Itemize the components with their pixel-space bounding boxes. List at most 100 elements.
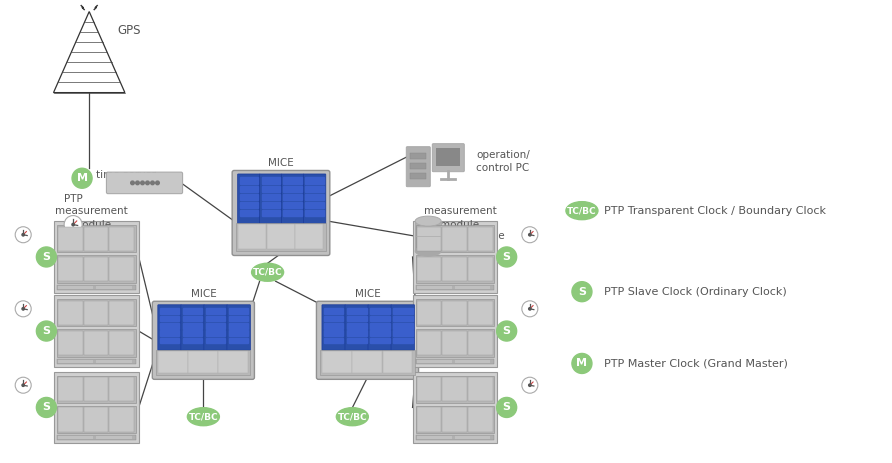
Bar [57, 406, 136, 433]
Circle shape [572, 353, 592, 374]
Bar [219, 350, 248, 373]
Bar [442, 377, 467, 401]
Bar [412, 371, 498, 444]
Bar [109, 257, 134, 281]
Text: M: M [77, 173, 87, 183]
Circle shape [15, 377, 31, 393]
Bar [183, 338, 202, 344]
Bar [229, 331, 249, 336]
Bar [109, 226, 134, 251]
Bar [324, 338, 343, 344]
Bar [455, 286, 491, 289]
Bar [416, 225, 494, 252]
FancyBboxPatch shape [181, 305, 204, 350]
Text: measurement: measurement [55, 206, 128, 216]
FancyBboxPatch shape [368, 305, 392, 350]
Bar [84, 226, 109, 251]
Bar [160, 331, 179, 336]
Bar [58, 257, 83, 281]
Bar [96, 286, 132, 289]
FancyBboxPatch shape [433, 144, 465, 172]
Bar [410, 163, 426, 169]
Text: control PC: control PC [476, 163, 530, 173]
FancyBboxPatch shape [106, 172, 183, 194]
Bar [261, 202, 280, 208]
Text: TC/BC: TC/BC [567, 206, 597, 215]
Circle shape [22, 384, 24, 387]
Ellipse shape [566, 202, 598, 219]
Circle shape [497, 321, 516, 341]
Circle shape [572, 282, 592, 302]
Text: PTP Transparent Clock / Boundary Clock: PTP Transparent Clock / Boundary Clock [604, 206, 826, 216]
Bar [84, 331, 109, 355]
Bar [58, 436, 94, 439]
Text: module: module [441, 220, 480, 231]
Bar [240, 194, 258, 200]
Bar [58, 377, 83, 401]
FancyBboxPatch shape [204, 305, 227, 350]
Circle shape [141, 181, 145, 185]
Bar [436, 148, 460, 166]
FancyBboxPatch shape [303, 174, 326, 224]
Circle shape [529, 307, 531, 310]
Text: MICE: MICE [355, 289, 380, 299]
Bar [416, 406, 494, 433]
Text: GPS: GPS [118, 24, 141, 37]
Bar [57, 256, 136, 282]
Text: MICE: MICE [268, 158, 293, 169]
Circle shape [64, 216, 82, 233]
Text: operation/: operation/ [476, 150, 530, 160]
Bar [160, 316, 179, 321]
Bar [324, 308, 343, 314]
Bar [240, 202, 258, 208]
Bar [347, 331, 367, 336]
FancyBboxPatch shape [227, 305, 251, 350]
Text: PTP: PTP [64, 194, 83, 204]
Bar [347, 308, 367, 314]
Text: TC/BC: TC/BC [252, 268, 283, 277]
Bar [467, 300, 492, 325]
Bar [352, 350, 382, 373]
Bar [84, 257, 109, 281]
Ellipse shape [415, 216, 442, 226]
Bar [442, 331, 467, 355]
Circle shape [136, 181, 139, 185]
Bar [417, 257, 442, 281]
Bar [417, 226, 442, 251]
Circle shape [37, 321, 56, 341]
Bar [57, 375, 136, 403]
Bar [442, 226, 467, 251]
Bar [57, 330, 136, 357]
Circle shape [529, 384, 531, 387]
Bar [109, 407, 134, 432]
Circle shape [22, 307, 24, 310]
Bar [324, 331, 343, 336]
Bar [410, 173, 426, 179]
Bar [416, 435, 494, 440]
Bar [416, 256, 494, 282]
Text: data base: data base [453, 231, 505, 241]
Bar [183, 323, 202, 329]
Bar [347, 323, 367, 329]
Bar [261, 177, 280, 183]
Bar [416, 285, 494, 290]
Bar [58, 407, 83, 432]
Circle shape [15, 227, 31, 243]
Bar [393, 323, 413, 329]
Bar [416, 359, 494, 364]
Bar [284, 194, 301, 200]
FancyBboxPatch shape [391, 305, 415, 350]
Bar [467, 407, 492, 432]
Bar [370, 308, 390, 314]
FancyBboxPatch shape [237, 174, 260, 224]
Bar [467, 226, 492, 251]
Bar [58, 331, 83, 355]
Bar [84, 407, 109, 432]
Bar [415, 221, 442, 251]
Text: measurement: measurement [424, 206, 496, 216]
Text: S: S [503, 402, 510, 413]
Bar [370, 331, 390, 336]
Bar [57, 285, 136, 290]
FancyBboxPatch shape [232, 170, 330, 256]
Bar [417, 436, 452, 439]
